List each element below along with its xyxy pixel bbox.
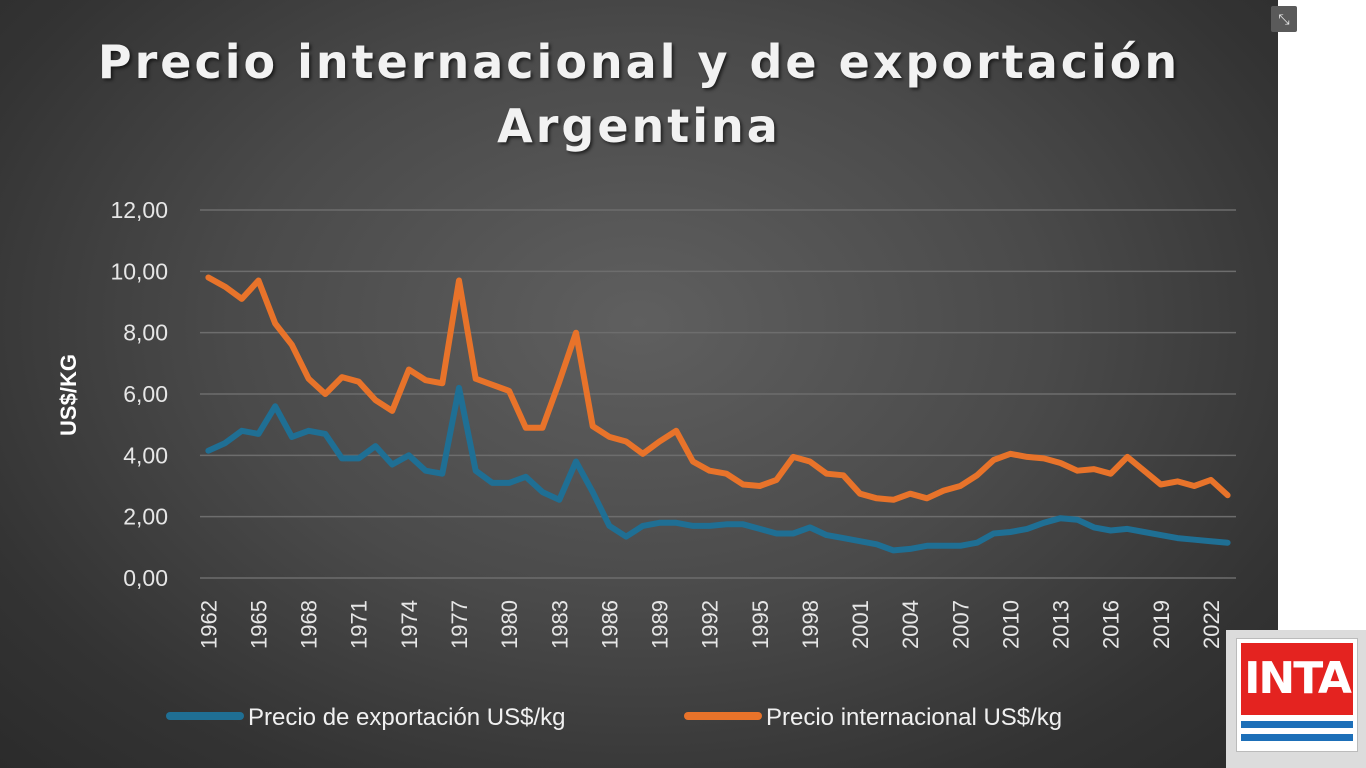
x-tick-label: 1971 xyxy=(347,600,372,649)
x-tick-label: 2004 xyxy=(898,600,923,649)
series-line xyxy=(205,274,1231,503)
x-tick-label: 1995 xyxy=(748,600,773,649)
x-tick-label: 1992 xyxy=(698,600,723,649)
legend: Precio de exportación US$/kg Precio inter… xyxy=(166,704,1062,731)
x-tick-label: 1986 xyxy=(597,600,622,649)
y-tick-label: 8,00 xyxy=(123,320,168,346)
x-tick-label: 1974 xyxy=(397,600,422,649)
chart-title-line-2: Argentina xyxy=(497,99,781,153)
x-tick-label: 1980 xyxy=(497,600,522,649)
inta-logo: INTA xyxy=(1226,630,1366,768)
y-tick-label: 4,00 xyxy=(123,442,168,468)
legend-label: Precio internacional US$/kg xyxy=(766,704,1062,731)
x-axis-tick-labels: 1962 1965 1968 1971 1974 1977 1980 1983 1986 1989… xyxy=(196,600,1224,649)
y-tick-label: 2,00 xyxy=(123,504,168,530)
x-tick-label: 2022 xyxy=(1199,600,1224,649)
y-tick-label: 0,00 xyxy=(123,565,168,591)
x-tick-label: 1968 xyxy=(297,600,322,649)
x-tick-label: 2016 xyxy=(1099,600,1124,649)
legend-label: Precio de exportación US$/kg xyxy=(248,704,566,731)
x-tick-label: 2013 xyxy=(1049,600,1074,649)
y-axis-tick-labels: 0,00 2,00 4,00 6,00 8,00 10,00 12,00 xyxy=(110,197,168,591)
x-tick-label: 2007 xyxy=(948,600,973,649)
x-tick-label: 2010 xyxy=(998,600,1023,649)
series-line xyxy=(205,384,1231,554)
x-tick-label: 2001 xyxy=(848,600,873,649)
chart-slide: 0,00 2,00 4,00 6,00 8,00 10,00 12,00 1962 1965 1… xyxy=(0,0,1278,768)
x-tick-label: 1962 xyxy=(196,600,221,649)
chart-title: Precio internacional y de exportación Ar… xyxy=(0,30,1278,158)
series-lines xyxy=(205,274,1231,554)
x-tick-label: 1983 xyxy=(547,600,572,649)
x-tick-label: 1989 xyxy=(648,600,673,649)
y-tick-label: 6,00 xyxy=(123,381,168,407)
y-tick-label: 12,00 xyxy=(110,197,168,223)
x-tick-label: 1965 xyxy=(246,600,271,649)
chart-title-line-1: Precio internacional y de exportación xyxy=(97,35,1181,89)
inta-logo-text: INTA xyxy=(1241,643,1353,715)
collapse-icon[interactable]: ⤡ xyxy=(1271,6,1297,32)
y-axis-label: US$/KG xyxy=(56,354,81,436)
x-tick-label: 2019 xyxy=(1149,600,1174,649)
x-tick-label: 1998 xyxy=(798,600,823,649)
x-tick-label: 1977 xyxy=(447,600,472,649)
y-tick-label: 10,00 xyxy=(110,258,168,284)
